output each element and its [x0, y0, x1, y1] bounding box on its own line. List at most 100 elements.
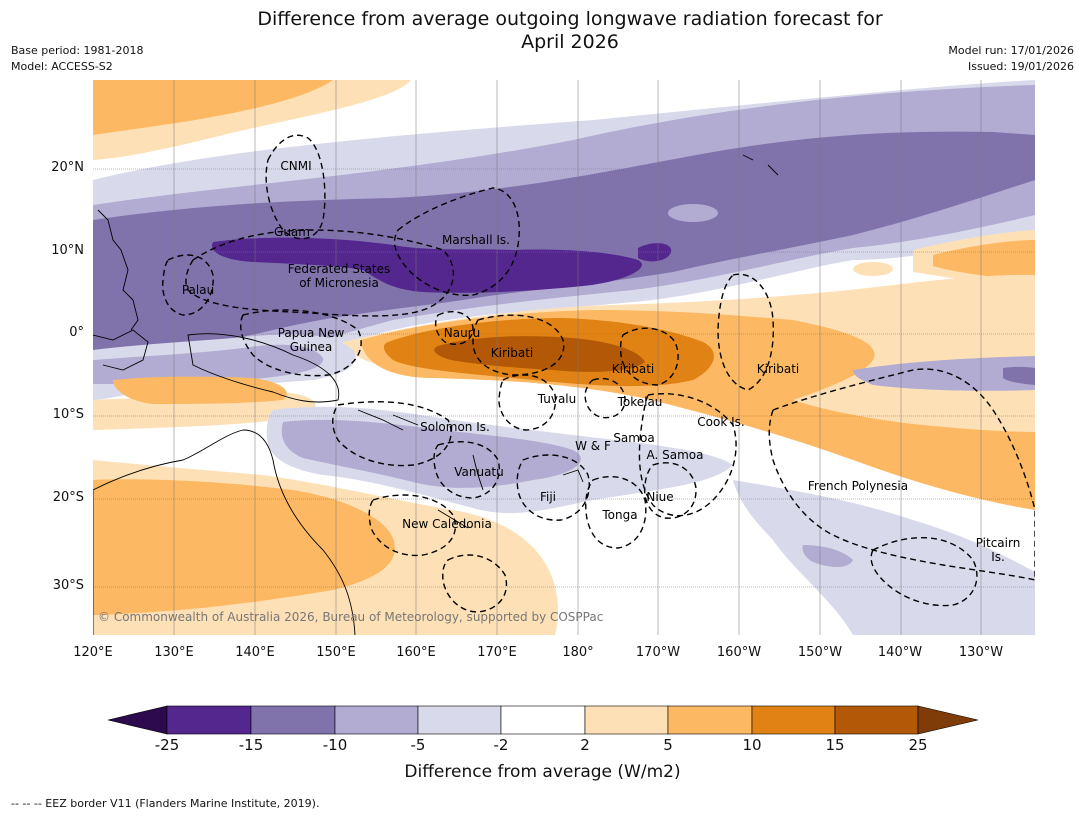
cb-label-9: 25: [908, 736, 928, 754]
colorbar-title: Difference from average (W/m2): [404, 762, 681, 782]
anomaly-pos-5-10-south: [93, 479, 395, 615]
anomaly-pos-5-10-w: [113, 376, 287, 404]
label-kiribati-c: Kiribati: [612, 362, 654, 376]
chart-title: Difference from average outgoing longwav…: [0, 8, 1085, 54]
x-tick-3: 150°E: [316, 645, 356, 660]
anomaly-neg-10-15-east: [1003, 366, 1035, 385]
cb-swatch-5-10: [667, 705, 753, 735]
label-guam: Guam: [274, 225, 310, 239]
title-line-2: April 2026: [521, 31, 619, 53]
title-line-1: Difference from average outgoing longwav…: [257, 8, 883, 30]
country-labels: CNMI Guam Marshall Is. Federated States …: [98, 159, 1020, 624]
x-tick-0: 120°E: [73, 645, 113, 660]
label-tokelau: Tokelau: [617, 395, 663, 409]
y-tick-3: 10°S: [52, 407, 84, 422]
y-tick-4: 20°S: [52, 490, 84, 505]
coast-fiji: [562, 469, 584, 483]
x-tick-5: 170°E: [477, 645, 517, 660]
eez-niue: [643, 462, 697, 519]
eez-tuvalu: [498, 374, 557, 431]
anomaly-pos-5-10-north: [93, 80, 333, 135]
eez-pitcairn: [870, 537, 978, 607]
x-tick-4: 160°E: [396, 645, 436, 660]
eez-cnmi: [265, 134, 326, 240]
graticule: [93, 80, 1035, 635]
cb-label-4: -2: [493, 736, 509, 754]
anomaly-neg-10-15-north: [93, 131, 1035, 352]
eez-nauru: [434, 311, 474, 346]
eez-french-polynesia: [768, 368, 1035, 581]
eez-marshall: [393, 187, 520, 296]
meta-left: Base period: 1981-2018 Model: ACCESS-S2: [11, 43, 143, 75]
label-kiribati-e: Kiribati: [757, 362, 799, 376]
label-new-caledonia: New Caledonia: [402, 517, 492, 531]
colorbar: [107, 705, 979, 735]
y-tick-5: 30°S: [52, 578, 84, 593]
cb-label-8: 15: [825, 736, 845, 754]
label-fiji: Fiji: [540, 490, 556, 504]
eez-cook: [638, 393, 737, 517]
label-kiribati-w: Kiribati: [491, 346, 533, 360]
anomaly-pos-15-25-central: [434, 336, 645, 372]
label-tonga: Tonga: [601, 508, 637, 522]
cb-swatch-neg15-neg10: [250, 705, 336, 735]
cb-swatch-10-15: [751, 705, 836, 735]
eez-vanuatu: [433, 441, 500, 499]
label-palau: Palau: [182, 283, 214, 297]
y-tick-0: 20°N: [51, 160, 84, 175]
eez-fiji: [516, 454, 590, 521]
coast-new-guinea: [187, 333, 340, 403]
coast-solomon: [357, 409, 419, 431]
eez-kiribati-c: [619, 327, 679, 386]
cb-swatch-neg5-neg2: [417, 705, 502, 735]
eez-solomon: [332, 401, 452, 467]
anomaly-neg-5-10-se: [802, 545, 853, 567]
label-cook: Cook Is.: [697, 415, 744, 429]
x-tick-9: 150°W: [797, 645, 843, 660]
label-fsm-1: Federated States: [288, 262, 390, 276]
anomaly-neg-2-5-se: [733, 480, 1035, 635]
cb-label-5: 2: [580, 736, 590, 754]
y-tick-1: 10°N: [51, 243, 84, 258]
label-solomon: Solomon Is.: [420, 420, 490, 434]
label-png-1: Papua New: [278, 326, 345, 340]
coast-vanuatu: [472, 454, 484, 491]
eez-norfolk: [442, 554, 508, 613]
eez-borders: [161, 134, 1035, 613]
eez-new-caledonia: [368, 494, 457, 557]
anomaly-neg-15-25-blob: [638, 243, 672, 262]
label-vanuatu: Vanuatu: [454, 465, 504, 479]
meta-right: Model run: 17/01/2026 Issued: 19/01/2026: [948, 43, 1074, 75]
coastlines: [93, 154, 779, 635]
eez-fsm: [185, 229, 454, 317]
coast-australia: [93, 429, 356, 635]
x-tick-10: 140°W: [877, 645, 923, 660]
eez-png: [240, 309, 362, 377]
anomaly-neg-5-10-west: [93, 344, 324, 384]
coast-borneo-sulawesi: [93, 329, 149, 371]
label-samoa: Samoa: [613, 431, 654, 445]
forecast-map: CNMI Guam Marshall Is. Federated States …: [93, 80, 1035, 635]
issued-date: Issued: 19/01/2026: [967, 60, 1074, 73]
coast-new-caledonia: [437, 509, 469, 529]
cb-label-6: 5: [663, 736, 673, 754]
x-tick-8: 160°W: [716, 645, 762, 660]
eez-tonga: [585, 476, 647, 549]
model-name: Model: ACCESS-S2: [11, 60, 113, 73]
x-tick-6: 180°: [562, 645, 594, 660]
cb-swatch-gt25: [917, 705, 979, 735]
eez-kiribati-e: [717, 273, 775, 391]
label-nauru: Nauru: [444, 326, 480, 340]
label-tuvalu: Tuvalu: [537, 392, 577, 406]
label-marshall: Marshall Is.: [442, 233, 510, 247]
anomaly-neg-5-10-hole: [668, 204, 718, 222]
cb-label-3: -5: [410, 736, 426, 754]
cb-label-1: -15: [238, 736, 264, 754]
cb-label-7: 10: [742, 736, 762, 754]
cb-label-0: -25: [154, 736, 180, 754]
cb-swatch-2-5: [584, 705, 669, 735]
cb-swatch-lt-neg25: [107, 705, 168, 735]
anomaly-neg-15-25-north: [212, 237, 642, 293]
cb-swatch-neg10-neg5: [334, 705, 419, 735]
label-fsm-2: of Micronesia: [299, 276, 379, 290]
